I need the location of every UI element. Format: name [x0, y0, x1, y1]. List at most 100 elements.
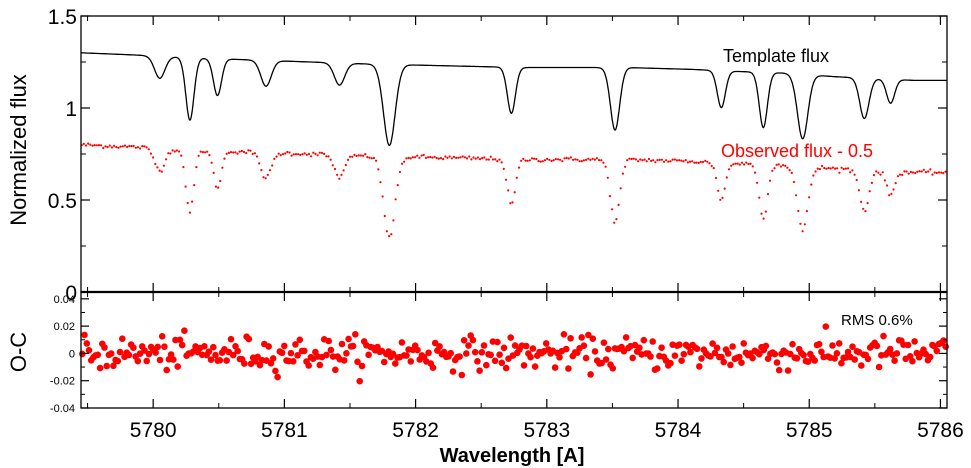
observed-flux-point	[933, 171, 936, 174]
residual-point	[658, 344, 665, 352]
observed-flux-point	[723, 187, 726, 190]
residual-point	[158, 333, 166, 340]
residual-point	[212, 351, 219, 359]
observed-flux-point	[860, 200, 863, 203]
observed-flux-point	[204, 151, 207, 154]
residual-point	[680, 350, 688, 358]
observed-flux-point	[879, 173, 882, 176]
residual-point	[942, 343, 949, 351]
observed-flux-point	[576, 158, 579, 161]
observed-flux-point	[165, 158, 168, 161]
observed-flux-point	[658, 158, 661, 161]
observed-flux-point	[193, 184, 196, 187]
observed-flux-point	[162, 164, 165, 167]
observed-flux-point	[645, 160, 648, 163]
observed-flux-point	[697, 161, 700, 164]
observed-flux-point	[844, 167, 848, 170]
residual-point	[480, 342, 488, 349]
residual-point	[278, 349, 286, 357]
residual-point	[598, 359, 605, 367]
residual-point	[125, 351, 133, 359]
observed-flux-point	[747, 162, 750, 166]
residual-point	[771, 350, 779, 358]
residual-point	[176, 336, 184, 344]
residual-point	[886, 345, 894, 353]
observed-flux-point	[671, 158, 674, 161]
observed-flux-point	[496, 160, 499, 163]
observed-flux-point	[940, 171, 943, 174]
observed-flux-point	[766, 193, 770, 196]
observed-flux-point	[773, 167, 776, 170]
observed-flux-point	[338, 177, 341, 180]
observed-flux-point	[630, 157, 633, 161]
observed-flux-point	[654, 161, 657, 164]
residual-point	[403, 352, 410, 359]
observed-flux-series	[80, 142, 947, 238]
observed-flux-point	[760, 212, 763, 215]
observed-flux-point	[751, 165, 754, 168]
observed-flux-point	[149, 152, 152, 155]
observed-flux-point	[191, 200, 194, 203]
observed-flux-point	[245, 152, 248, 155]
observed-flux-point	[318, 151, 321, 154]
residual-point	[818, 348, 825, 356]
observed-flux-point	[312, 151, 315, 154]
observed-flux-point	[927, 170, 930, 173]
observed-flux-point	[838, 171, 841, 174]
observed-flux-point	[608, 195, 612, 198]
residual-point	[858, 362, 865, 369]
observed-flux-point	[93, 144, 96, 147]
observed-flux-point	[420, 154, 423, 157]
observed-flux-point	[650, 159, 653, 162]
observed-flux-point	[87, 142, 90, 145]
residual-point	[529, 345, 537, 352]
residual-point	[649, 338, 656, 345]
observed-flux-point	[511, 201, 514, 204]
observed-flux-point	[639, 158, 642, 161]
observed-flux-point	[673, 158, 677, 161]
residual-point	[407, 358, 415, 365]
observed-flux-point	[401, 162, 404, 165]
observed-flux-point	[234, 151, 237, 154]
observed-flux-point	[901, 173, 904, 176]
observed-flux-point	[468, 155, 471, 158]
observed-flux-point	[524, 159, 527, 162]
observed-flux-point	[615, 218, 618, 221]
residual-point	[323, 351, 330, 359]
residual-point	[332, 366, 339, 374]
observed-flux-point	[548, 158, 551, 161]
residual-point	[815, 340, 823, 348]
observed-flux-point	[260, 169, 263, 172]
observed-flux-point	[907, 172, 910, 175]
observed-flux-point	[944, 170, 947, 173]
residual-point	[793, 355, 801, 362]
residual-point	[325, 337, 333, 345]
observed-flux-point	[626, 159, 629, 162]
residual-point	[178, 341, 186, 349]
observed-flux-point	[784, 164, 787, 167]
observed-flux-point	[777, 163, 780, 166]
observed-flux-point	[559, 158, 562, 161]
observed-flux-point	[217, 186, 220, 189]
residual-point	[709, 340, 716, 347]
observed-flux-point	[297, 153, 300, 156]
observed-flux-point	[290, 154, 293, 157]
observed-flux-point	[619, 187, 622, 190]
observed-flux-point	[857, 189, 861, 192]
observed-flux-point	[885, 184, 889, 187]
observed-flux-point	[173, 150, 176, 153]
observed-flux-point	[920, 170, 923, 173]
observed-flux-point	[446, 156, 449, 159]
observed-flux-point	[123, 144, 127, 147]
residual-point	[487, 351, 495, 359]
observed-flux-point	[522, 157, 525, 160]
observed-flux-point	[526, 159, 529, 162]
observed-flux-point	[465, 157, 469, 160]
observed-flux-point	[509, 202, 512, 205]
observed-flux-point	[539, 160, 542, 163]
observed-flux-point	[294, 153, 298, 156]
residual-point	[740, 340, 747, 347]
residual-point	[687, 348, 694, 356]
residual-point	[589, 335, 597, 343]
observed-flux-point	[684, 159, 687, 162]
